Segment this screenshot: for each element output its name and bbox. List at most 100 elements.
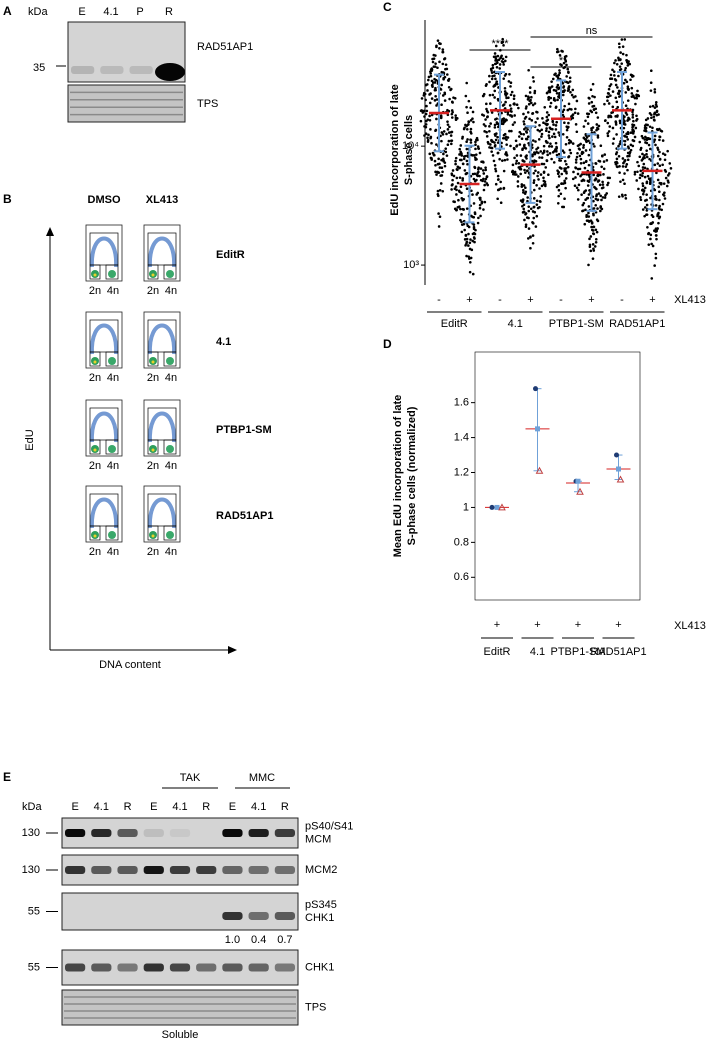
cell-dot [651,126,654,130]
gate [89,493,119,527]
cell-dot [656,154,660,158]
cell-dot [653,138,657,141]
replicate-point [614,452,619,458]
band [100,66,124,74]
cell-dot [621,52,625,56]
cell-dot [657,113,660,116]
cell-dot [596,127,600,131]
cell-dot [536,171,540,174]
treatment-label: XL413 [674,294,706,306]
gate-label: 2n [147,460,159,472]
cell-dot [434,94,437,98]
cell-dot [480,201,484,205]
group-label: 4.1 [508,318,523,330]
cell-dot [533,210,537,214]
cell-dot [472,202,476,205]
cell-dot [502,103,506,106]
cell-dot [564,167,568,170]
cell-dot [531,76,535,79]
cell-dot [624,104,628,108]
cell-dot [594,107,598,111]
cell-dot [526,95,530,99]
cell-dot [494,182,498,186]
band [129,66,153,74]
cell-dot [428,114,431,118]
cell-dot [580,152,584,156]
gate [147,319,177,353]
cell-dot [654,227,658,231]
cell-dot [488,129,491,133]
cell-dot [601,154,604,158]
cell-dot [535,147,538,151]
replicate-point [498,503,506,511]
cell-dot [545,111,549,114]
cell-dot [540,184,544,188]
cell-dot [623,119,626,123]
cell-dot [460,154,464,157]
cell-dot [607,130,611,133]
cell-dot [580,193,583,196]
cell-dot [607,114,610,118]
cell-dot [552,161,556,164]
cell-dot [597,192,601,195]
cell-dot [540,132,544,136]
cell-dot [644,129,648,133]
cell-dot [554,105,558,109]
cell-dot [614,59,617,62]
cell-dot [512,97,516,100]
cell-dot [529,246,532,250]
cell-dot [435,45,438,49]
cell-dot [588,245,592,249]
cell-dot [561,205,564,209]
cell-dot [578,154,582,158]
cell-dot [469,106,473,110]
cell-dot [428,93,431,96]
cell-dot [461,198,465,202]
cell-dot [445,154,449,157]
cell-dot [497,125,500,129]
cell-dot [644,141,647,144]
cell-dot [563,89,566,92]
replicate-point [494,504,500,510]
cell-dot [635,117,639,121]
gate-label: 4n [107,372,119,384]
cell-dot [471,110,475,114]
cell-dot [430,113,434,117]
cell-dot [641,152,644,156]
cell-dot [465,147,469,151]
cell-dot [645,149,648,152]
cell-dot [517,161,521,165]
cell-dot [428,101,432,105]
band [91,963,112,972]
unit-label: kDa [28,6,48,18]
cell-dot [552,97,556,100]
cell-dot [643,206,647,209]
cell-dot [522,188,525,192]
cell-dot [576,144,580,148]
cell-dot [626,168,629,172]
cell-dot [494,82,498,85]
cell-dot [546,150,549,153]
significance-label: **** [491,38,509,50]
cell-dot [435,104,438,107]
gate-label: 4n [165,546,177,558]
cell-dot [635,114,638,118]
cell-dot [562,151,566,154]
cell-dot [643,156,646,160]
cell-dot [561,133,565,136]
cell-dot [638,155,642,159]
cell-dot [645,152,648,156]
cell-dot [479,167,483,170]
cell-dot [507,96,510,100]
cell-dot [596,134,600,137]
cell-dot [548,86,552,90]
cell-dot [660,208,663,212]
axis-label: EdU [24,429,36,450]
marker-label: 130 [22,864,40,876]
cell-dot [557,95,560,98]
cell-dot [525,137,529,141]
cell-dot [473,232,477,236]
cell-dot [548,105,552,108]
cell-dot [443,91,447,95]
band [65,963,86,972]
